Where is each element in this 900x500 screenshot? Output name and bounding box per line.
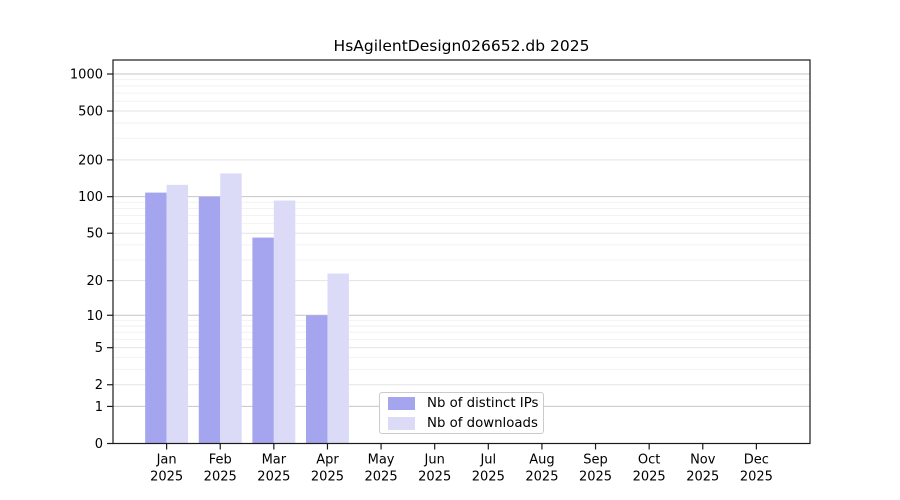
x-tick-label-month: Jun: [424, 453, 445, 468]
legend-label-downloads: Nb of downloads: [427, 415, 538, 431]
x-tick-label-year: 2025: [472, 470, 505, 485]
x-tick-label-month: Apr: [316, 453, 339, 468]
legend-item-distinct-ips: Nb of distinct IPs: [380, 394, 543, 413]
legend: Nb of distinct IPs Nb of downloads: [379, 392, 544, 434]
x-tick-label-month: Jul: [479, 453, 496, 468]
x-tick-label-year: 2025: [633, 470, 666, 485]
x-tick-label-year: 2025: [740, 470, 773, 485]
x-tick-label-month: May: [368, 453, 395, 468]
y-tick-label: 1: [95, 400, 103, 415]
bar-downloads-mar: [273, 200, 296, 444]
x-tick-label-year: 2025: [204, 470, 237, 485]
x-tick-label-month: Dec: [744, 453, 769, 468]
y-tick-label: 2: [95, 378, 103, 393]
legend-swatch-distinct-ips: [388, 396, 415, 410]
x-tick-label-year: 2025: [365, 470, 398, 485]
legend-swatch-downloads: [388, 416, 415, 430]
x-tick-label-year: 2025: [150, 470, 183, 485]
chart-title: HsAgilentDesign026652.db 2025: [333, 37, 590, 55]
y-tick-label: 5: [95, 341, 103, 356]
x-tick-label-year: 2025: [257, 470, 290, 485]
x-tick-label-month: Jan: [156, 453, 177, 468]
y-tick-label: 200: [78, 153, 103, 168]
legend-label-distinct-ips: Nb of distinct IPs: [427, 395, 539, 411]
legend-item-downloads: Nb of downloads: [380, 414, 543, 433]
x-tick-label-year: 2025: [525, 470, 558, 485]
y-tick-label: 0: [95, 437, 103, 452]
x-tick-label-year: 2025: [686, 470, 719, 485]
y-tick-label: 500: [78, 105, 103, 120]
plot-border: [112, 59, 811, 445]
bar-distinct-ips-feb: [198, 196, 221, 444]
bar-downloads-jan: [166, 184, 189, 444]
x-tick-label-year: 2025: [311, 470, 344, 485]
x-tick-label-month: Mar: [262, 453, 287, 468]
bar-distinct-ips-apr: [306, 315, 328, 444]
x-tick-label-month: Sep: [583, 453, 608, 468]
y-tick-label: 1000: [70, 68, 103, 83]
x-tick-label-month: Oct: [638, 453, 660, 468]
x-tick-label-month: Feb: [209, 453, 232, 468]
y-tick-label: 50: [86, 227, 103, 242]
x-tick-label-month: Aug: [529, 453, 554, 468]
x-tick-label-month: Nov: [690, 453, 716, 468]
x-tick-label-year: 2025: [418, 470, 451, 485]
y-tick-label: 100: [78, 190, 103, 205]
bar-downloads-feb: [220, 173, 242, 444]
y-tick-label: 20: [86, 274, 103, 289]
x-tick-label-year: 2025: [579, 470, 612, 485]
bar-distinct-ips-jan: [145, 192, 167, 444]
bar-distinct-ips-mar: [252, 237, 274, 444]
y-tick-label: 10: [86, 309, 103, 324]
bar-downloads-apr: [327, 273, 349, 444]
